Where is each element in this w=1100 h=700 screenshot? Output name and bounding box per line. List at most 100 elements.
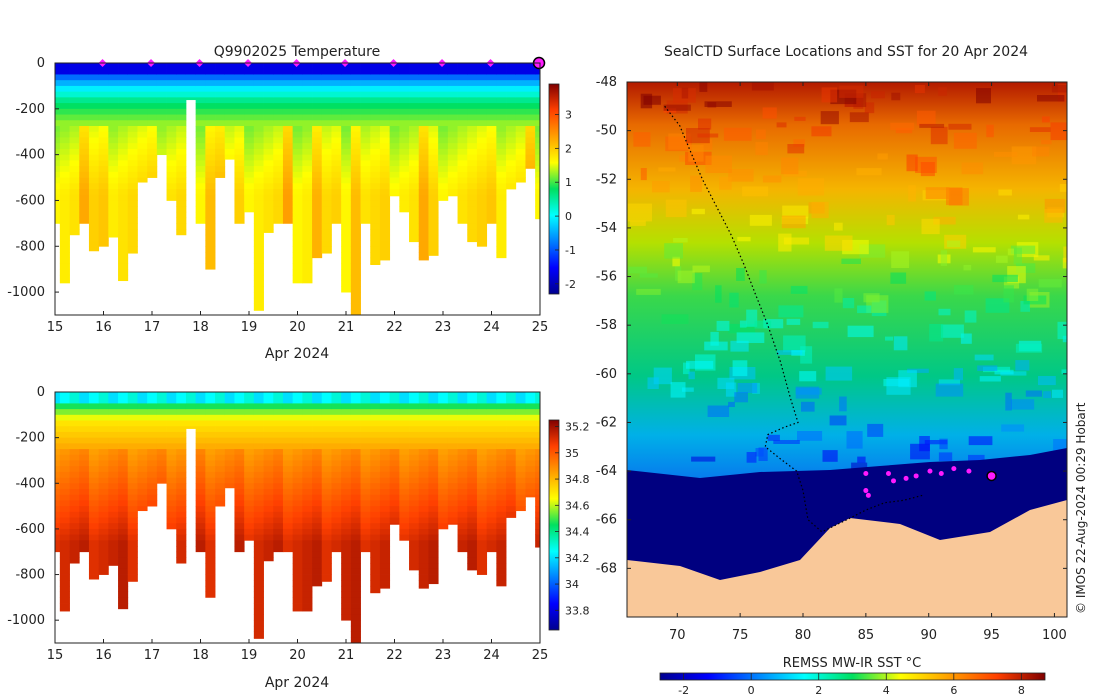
section-cell xyxy=(331,437,342,444)
section-cell xyxy=(457,189,468,196)
section-cell xyxy=(515,91,526,98)
section-cell xyxy=(263,206,274,213)
section-cell xyxy=(273,409,284,416)
section-cell xyxy=(263,194,274,201)
section-cell xyxy=(147,500,158,507)
sst-texture-cell xyxy=(1038,279,1062,288)
sst-texture-cell xyxy=(1051,85,1067,93)
section-cell xyxy=(79,68,90,75)
section-cell xyxy=(418,551,429,558)
colorbar-tick-label: 1 xyxy=(565,176,572,189)
section-cell xyxy=(457,494,468,501)
section-cell xyxy=(234,91,245,98)
section-cell xyxy=(253,494,264,501)
section-cell xyxy=(69,160,80,167)
section-cell xyxy=(486,523,497,530)
section-cell xyxy=(379,211,391,219)
section-cell xyxy=(476,494,488,501)
section-cell xyxy=(98,68,109,75)
section-cell xyxy=(118,568,129,575)
section-cell xyxy=(205,392,216,399)
section-cell xyxy=(535,483,541,490)
section-cell xyxy=(224,114,235,121)
section-cell xyxy=(350,263,361,270)
section-cell xyxy=(302,523,313,530)
section-cell xyxy=(166,143,177,150)
section-cell xyxy=(166,63,177,70)
section-cell xyxy=(69,131,80,138)
sst-texture-cell xyxy=(799,371,817,382)
section-cell xyxy=(457,414,468,421)
section-cell xyxy=(428,63,439,70)
section-cell xyxy=(127,403,138,410)
section-cell xyxy=(118,97,129,104)
section-cell xyxy=(476,403,488,410)
section-cell xyxy=(360,414,371,421)
section-cell xyxy=(205,85,216,93)
section-cell xyxy=(457,477,468,484)
section-cell xyxy=(321,240,332,247)
section-cell xyxy=(108,409,119,416)
section-cell xyxy=(185,403,197,410)
section-cell xyxy=(447,183,458,190)
section-cell xyxy=(127,229,138,236)
section-cell xyxy=(215,126,226,133)
section-cell xyxy=(515,108,526,115)
section-cell xyxy=(253,392,264,399)
section-cell xyxy=(457,131,468,138)
section-cell xyxy=(457,534,468,541)
section-cell xyxy=(428,80,439,87)
section-cell xyxy=(166,177,177,184)
section-cell xyxy=(418,137,429,144)
section-cell xyxy=(263,466,274,473)
section-cell xyxy=(409,200,420,207)
section-cell xyxy=(118,551,129,558)
section-cell xyxy=(98,471,109,478)
section-cell xyxy=(98,477,109,484)
section-cell xyxy=(515,431,526,439)
section-cell xyxy=(253,280,264,287)
section-cell xyxy=(379,63,391,70)
section-cell xyxy=(535,217,541,220)
section-cell xyxy=(263,517,274,524)
section-cell xyxy=(302,403,313,410)
section-cell xyxy=(399,437,410,444)
section-cell xyxy=(156,426,167,433)
section-cell xyxy=(205,426,216,433)
section-cell xyxy=(379,397,391,404)
section-cell xyxy=(341,240,352,247)
section-cell xyxy=(244,443,255,450)
section-cell xyxy=(59,563,70,570)
section-cell xyxy=(370,171,381,178)
map-title: SealCTD Surface Locations and SST for 20… xyxy=(664,44,1028,60)
section-cell xyxy=(88,506,100,513)
section-cell xyxy=(457,63,468,70)
section-cell xyxy=(496,189,507,196)
section-cell xyxy=(79,91,90,98)
section-cell xyxy=(118,148,129,156)
sst-texture-cell xyxy=(871,91,885,99)
section-cell xyxy=(185,420,197,427)
section-cell xyxy=(350,603,361,610)
section-cell xyxy=(341,517,352,524)
section-cell xyxy=(418,234,429,241)
section-cell xyxy=(312,160,323,167)
section-cell xyxy=(147,126,158,133)
section-cell xyxy=(341,506,352,513)
section-cell xyxy=(176,517,187,524)
sst-texture-cell xyxy=(960,333,972,344)
section-cell xyxy=(379,500,391,507)
section-cell xyxy=(234,540,245,547)
section-cell xyxy=(55,80,61,87)
section-cell xyxy=(118,206,129,213)
section-cell xyxy=(370,257,381,264)
section-cell xyxy=(476,517,488,524)
section-cell xyxy=(263,420,274,427)
section-cell xyxy=(389,471,400,478)
section-cell xyxy=(515,166,526,173)
section-cell xyxy=(127,154,138,161)
section-cell xyxy=(312,148,323,156)
section-cell xyxy=(59,608,70,612)
section-cell xyxy=(312,194,323,201)
section-cell xyxy=(535,443,541,450)
